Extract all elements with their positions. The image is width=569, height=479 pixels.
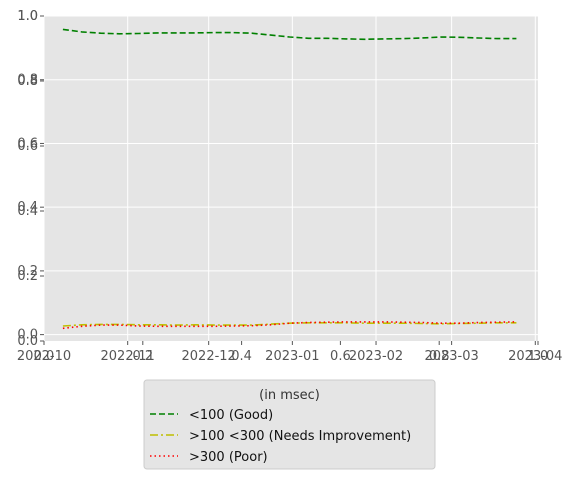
overlay-x-tick-label: 0.4 — [231, 349, 252, 364]
overlay-x-tick-label: 1.0 — [528, 349, 549, 364]
y-tick-label: 0.4 — [17, 200, 38, 215]
legend-entry: <100 (Good) — [189, 408, 273, 423]
y-tick-label: 0.0 — [17, 328, 38, 343]
overlay-x-tick-label: 0.8 — [429, 349, 450, 364]
series-line-1 — [62, 28, 517, 41]
overlay-x-tick-label: 0.2 — [132, 349, 153, 364]
x-tick-label: 2022-12 — [182, 349, 236, 364]
overlay-axis-ticks: 0.0 0.2 0.4 0.6 0.8 1.0 0.0 0.2 0.4 0.6 0.8 1.0 — [17, 9, 548, 364]
y-axis-ticks: 0.0 0.2 0.4 0.6 0.8 1.0 — [17, 9, 44, 343]
overlay-x-tick-label: 0.0 — [34, 349, 55, 364]
legend-entry: >300 (Poor) — [189, 450, 268, 465]
overlay-y-tick-label: 1.0 — [17, 9, 38, 24]
legend: (in msec) <100 (Good) >100 <300 (Needs Imp… — [143, 379, 436, 470]
y-tick-label: 1.0 — [17, 9, 38, 24]
x-tick-label: 2022-11 — [101, 349, 155, 364]
x-tick-label: 2023-01 — [265, 349, 319, 364]
series-lines — [62, 28, 517, 330]
x-tick-label: 2023-02 — [349, 349, 403, 364]
overlay-x-tick-label: 0.6 — [330, 349, 351, 364]
overlay-y-tick-label: 0.4 — [17, 204, 38, 219]
y-tick-label: 0.6 — [17, 136, 38, 151]
x-tick-label: 2023-03 — [424, 349, 478, 364]
x-tick-label: 2023-04 — [508, 349, 562, 364]
legend-title: (in msec) — [259, 388, 320, 403]
overlay-y-tick-label: 0.0 — [17, 334, 38, 349]
x-tick-label: 2022-10 — [17, 349, 71, 364]
overlay-y-tick-label: 0.8 — [17, 74, 38, 89]
legend-box — [143, 379, 436, 470]
y-tick-label: 0.2 — [17, 264, 38, 279]
y-tick-label: 0.8 — [17, 73, 38, 88]
series-line-3 — [62, 321, 517, 330]
legend-entry: >100 <300 (Needs Improvement) — [189, 429, 411, 444]
plot-background — [44, 16, 538, 341]
overlay-y-tick-label: 0.6 — [17, 139, 38, 154]
series-line-2 — [62, 321, 517, 327]
grid-lines — [43, 15, 538, 341]
overlay-y-tick-label: 0.2 — [17, 269, 38, 284]
x-axis-ticks: 2022-10 2022-11 2022-12 2023-01 2023-02 2023-… — [17, 341, 562, 364]
